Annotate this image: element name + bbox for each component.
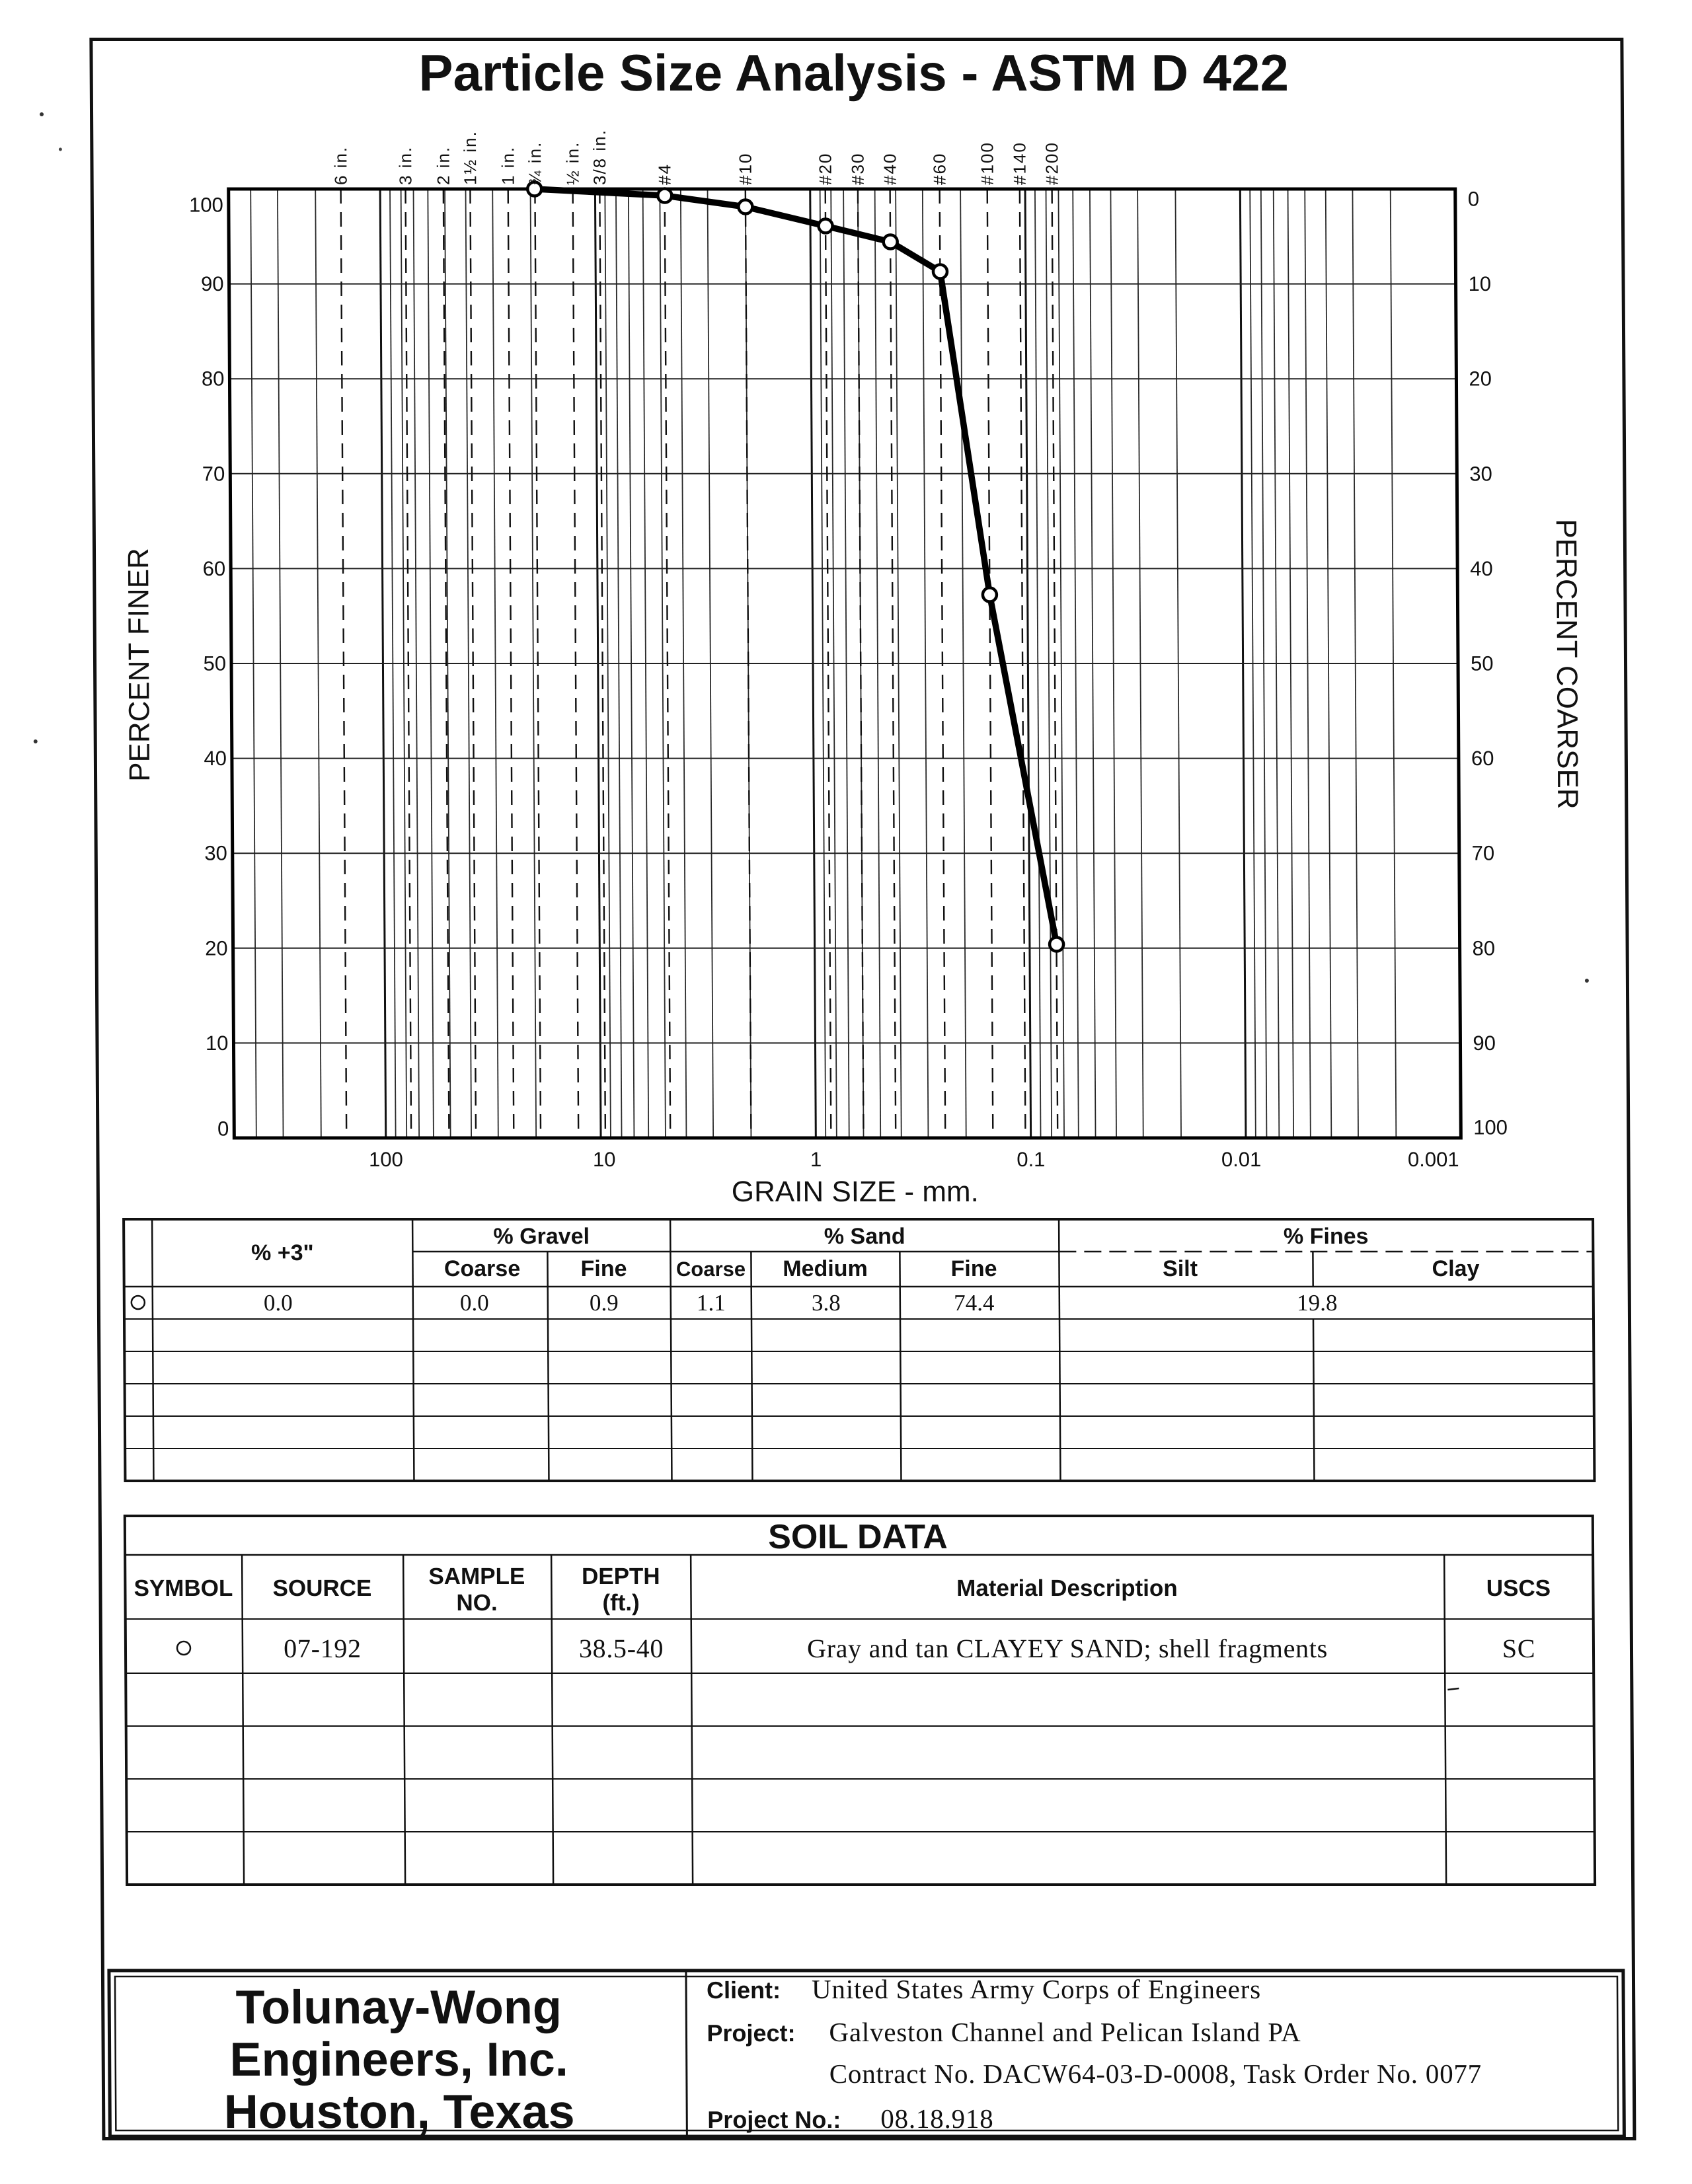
svg-text:30: 30 (204, 842, 227, 865)
svg-text:#200: #200 (1042, 141, 1061, 185)
svg-text:% +3": % +3" (251, 1240, 314, 1265)
svg-text:United States Army Corps of En: United States Army Corps of Engineers (812, 1974, 1261, 2004)
svg-text:% Fines: % Fines (1284, 1224, 1369, 1249)
svg-text:19.8: 19.8 (1297, 1290, 1337, 1316)
svg-text:40: 40 (204, 747, 227, 770)
svg-text:#10: #10 (735, 153, 755, 185)
svg-text:NO.: NO. (456, 1590, 497, 1616)
svg-text:08.18.918: 08.18.918 (880, 2103, 993, 2134)
svg-text:3 in.: 3 in. (395, 146, 415, 185)
svg-text:38.5-40: 38.5-40 (579, 1634, 664, 1663)
svg-text:½ in.: ½ in. (562, 141, 582, 185)
svg-text:Material Description: Material Description (956, 1575, 1178, 1601)
svg-text:DEPTH: DEPTH (582, 1563, 660, 1589)
svg-text:10: 10 (1468, 272, 1491, 295)
svg-text:30: 30 (1469, 462, 1492, 485)
svg-text:#20: #20 (815, 153, 835, 185)
svg-text:#100: #100 (977, 141, 997, 185)
svg-text:6 in.: 6 in. (330, 146, 350, 185)
svg-text:Project:: Project: (707, 2019, 795, 2047)
svg-text:20: 20 (205, 936, 228, 960)
svg-text:#140: #140 (1009, 141, 1029, 185)
svg-text:90: 90 (1473, 1032, 1496, 1055)
svg-text:SC: SC (1502, 1634, 1536, 1663)
svg-text:50: 50 (1471, 652, 1494, 675)
svg-text:0: 0 (217, 1117, 229, 1141)
svg-text:Tolunay-Wong: Tolunay-Wong (235, 1981, 562, 2034)
svg-text:PERCENT COARSER: PERCENT COARSER (1550, 519, 1584, 809)
svg-text:0.0: 0.0 (264, 1290, 293, 1316)
svg-text:07-192: 07-192 (284, 1634, 362, 1663)
svg-text:Galveston Channel and Pelican: Galveston Channel and Pelican Island PA (829, 2017, 1301, 2047)
svg-text:SOURCE: SOURCE (272, 1575, 371, 1601)
svg-text:10: 10 (206, 1032, 229, 1055)
svg-text:Engineers, Inc.: Engineers, Inc. (229, 2033, 568, 2086)
svg-text:% Gravel: % Gravel (493, 1224, 590, 1249)
svg-text:Gray and tan CLAYEY SAND; shel: Gray and tan CLAYEY SAND; shell fragment… (807, 1634, 1328, 1663)
svg-text:50: 50 (203, 652, 226, 675)
svg-text:Medium: Medium (783, 1256, 868, 1281)
svg-text:Fine: Fine (580, 1256, 627, 1281)
svg-text:SAMPLE: SAMPLE (428, 1563, 525, 1589)
svg-text:2 in.: 2 in. (433, 146, 453, 185)
svg-text:100: 100 (189, 194, 223, 217)
svg-text:Houston, Texas: Houston, Texas (224, 2086, 575, 2138)
svg-text:90: 90 (201, 272, 224, 295)
svg-text:3.8: 3.8 (812, 1290, 841, 1316)
svg-text:SYMBOL: SYMBOL (134, 1575, 233, 1601)
svg-text:Coarse: Coarse (676, 1258, 746, 1281)
svg-text:80: 80 (202, 367, 225, 391)
svg-text:#4: #4 (654, 163, 674, 185)
svg-text:Fine: Fine (950, 1256, 997, 1281)
svg-text:¾ in.: ¾ in. (525, 141, 545, 185)
svg-text:SOIL DATA: SOIL DATA (768, 1518, 948, 1556)
svg-text:Client:: Client: (707, 1977, 781, 2004)
svg-text:60: 60 (203, 557, 226, 580)
svg-text:1.1: 1.1 (697, 1290, 726, 1316)
svg-text:GRAIN SIZE - mm.: GRAIN SIZE - mm. (732, 1176, 979, 1208)
svg-text:0.001: 0.001 (1408, 1148, 1459, 1171)
svg-text:#60: #60 (929, 153, 949, 185)
svg-text:20: 20 (1469, 367, 1492, 391)
svg-text:Coarse: Coarse (444, 1256, 521, 1281)
svg-text:70: 70 (202, 462, 225, 485)
svg-text:0: 0 (1468, 188, 1479, 211)
svg-text:1: 1 (810, 1148, 822, 1171)
svg-text:70: 70 (1472, 842, 1495, 865)
svg-text:0.1: 0.1 (1017, 1148, 1045, 1171)
svg-text:100: 100 (1473, 1116, 1508, 1139)
svg-text:3/8 in.: 3/8 in. (590, 129, 610, 185)
svg-text:(ft.): (ft.) (602, 1590, 640, 1616)
svg-text:80: 80 (1473, 936, 1496, 960)
svg-text:1½ in.: 1½ in. (460, 130, 480, 185)
svg-text:Particle Size Analysis - ASTM: Particle Size Analysis - ASTM D 422 (418, 44, 1289, 102)
svg-text:0.9: 0.9 (590, 1290, 619, 1316)
svg-text:1 in.: 1 in. (498, 146, 518, 185)
svg-text:#40: #40 (880, 153, 900, 185)
svg-text:10: 10 (593, 1148, 616, 1171)
svg-text:0.01: 0.01 (1221, 1148, 1262, 1171)
svg-text:Silt: Silt (1163, 1256, 1198, 1281)
svg-text:74.4: 74.4 (954, 1290, 994, 1316)
svg-text:60: 60 (1471, 747, 1494, 770)
svg-text:Clay: Clay (1432, 1256, 1479, 1281)
svg-text:PERCENT FINER: PERCENT FINER (122, 548, 156, 782)
svg-text:Project No.:: Project No.: (707, 2106, 841, 2133)
svg-text:40: 40 (1470, 557, 1493, 580)
svg-text:USCS: USCS (1486, 1575, 1551, 1601)
svg-text:Contract No. DACW64-03-D-0008,: Contract No. DACW64-03-D-0008, Task Orde… (829, 2058, 1482, 2089)
svg-text:0.0: 0.0 (460, 1290, 489, 1316)
svg-text:#30: #30 (848, 153, 868, 185)
svg-text:100: 100 (369, 1148, 403, 1171)
svg-text:% Sand: % Sand (824, 1224, 905, 1249)
